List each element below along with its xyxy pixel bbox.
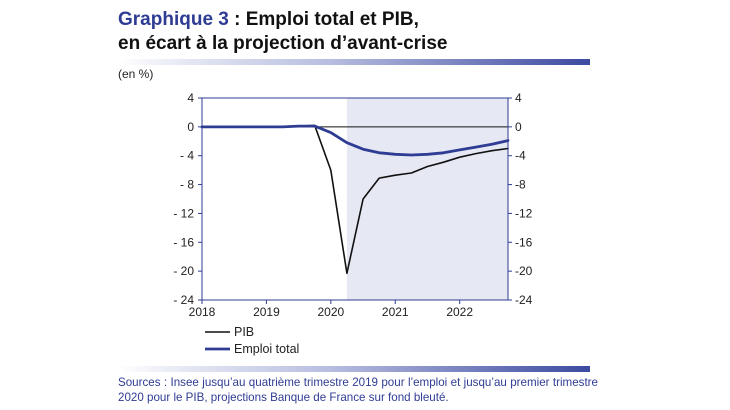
y-tick-label-right: -20 xyxy=(515,264,533,278)
x-tick-label: 2022 xyxy=(446,305,473,319)
y-tick-label-right: 4 xyxy=(515,91,522,105)
projection-band xyxy=(346,98,508,300)
y-tick-label-left: - 24 xyxy=(173,293,194,307)
y-tick-label-left: 4 xyxy=(187,91,194,105)
chart-title-line2: en écart à la projection d’avant-crise xyxy=(118,33,448,54)
y-tick-label-right: 0 xyxy=(515,120,522,134)
chart-title: Graphique 3 : Emploi total et PIB, en éc… xyxy=(118,8,598,56)
legend: PIB Emploi total xyxy=(205,325,299,356)
y-tick-label-left: - 16 xyxy=(173,235,194,249)
plot-frame xyxy=(201,97,509,301)
y-tick-label-left: - 20 xyxy=(173,264,194,278)
y-tick-label-left: - 8 xyxy=(180,178,194,192)
footer-divider xyxy=(118,366,590,372)
x-tick-label: 2021 xyxy=(382,305,409,319)
sources-note: Sources : Insee jusqu’au quatrième trime… xyxy=(118,376,598,404)
legend-label: Emploi total xyxy=(234,342,299,356)
y-tick-label-right: -12 xyxy=(515,206,533,220)
series-line-emploi-total xyxy=(200,124,510,157)
unit-label: (en %) xyxy=(118,67,154,81)
title-divider xyxy=(118,59,590,65)
ticks-layer: 4 4 0 0 - 4 -4 - 8 -8 - 12 -12 - 16 -16 - 20 -20 - 24 -… xyxy=(173,91,532,319)
legend-label: PIB xyxy=(234,325,254,339)
x-tick-label: 2020 xyxy=(317,305,344,319)
series-layer xyxy=(200,124,510,275)
y-tick-label-left: - 12 xyxy=(173,206,194,220)
chart-title-rest: : Emploi total et PIB, xyxy=(228,9,419,30)
x-tick-label: 2018 xyxy=(189,305,216,319)
y-tick-label-right: -8 xyxy=(515,178,526,192)
y-tick-label-right: -24 xyxy=(515,293,533,307)
y-tick-label-right: -4 xyxy=(515,149,526,163)
y-tick-label-left: 0 xyxy=(187,120,194,134)
y-tick-label-right: -16 xyxy=(515,235,533,249)
chart-title-lead: Graphique 3 xyxy=(118,9,229,30)
y-tick-label-left: - 4 xyxy=(180,149,194,163)
x-tick-label: 2019 xyxy=(253,305,280,319)
